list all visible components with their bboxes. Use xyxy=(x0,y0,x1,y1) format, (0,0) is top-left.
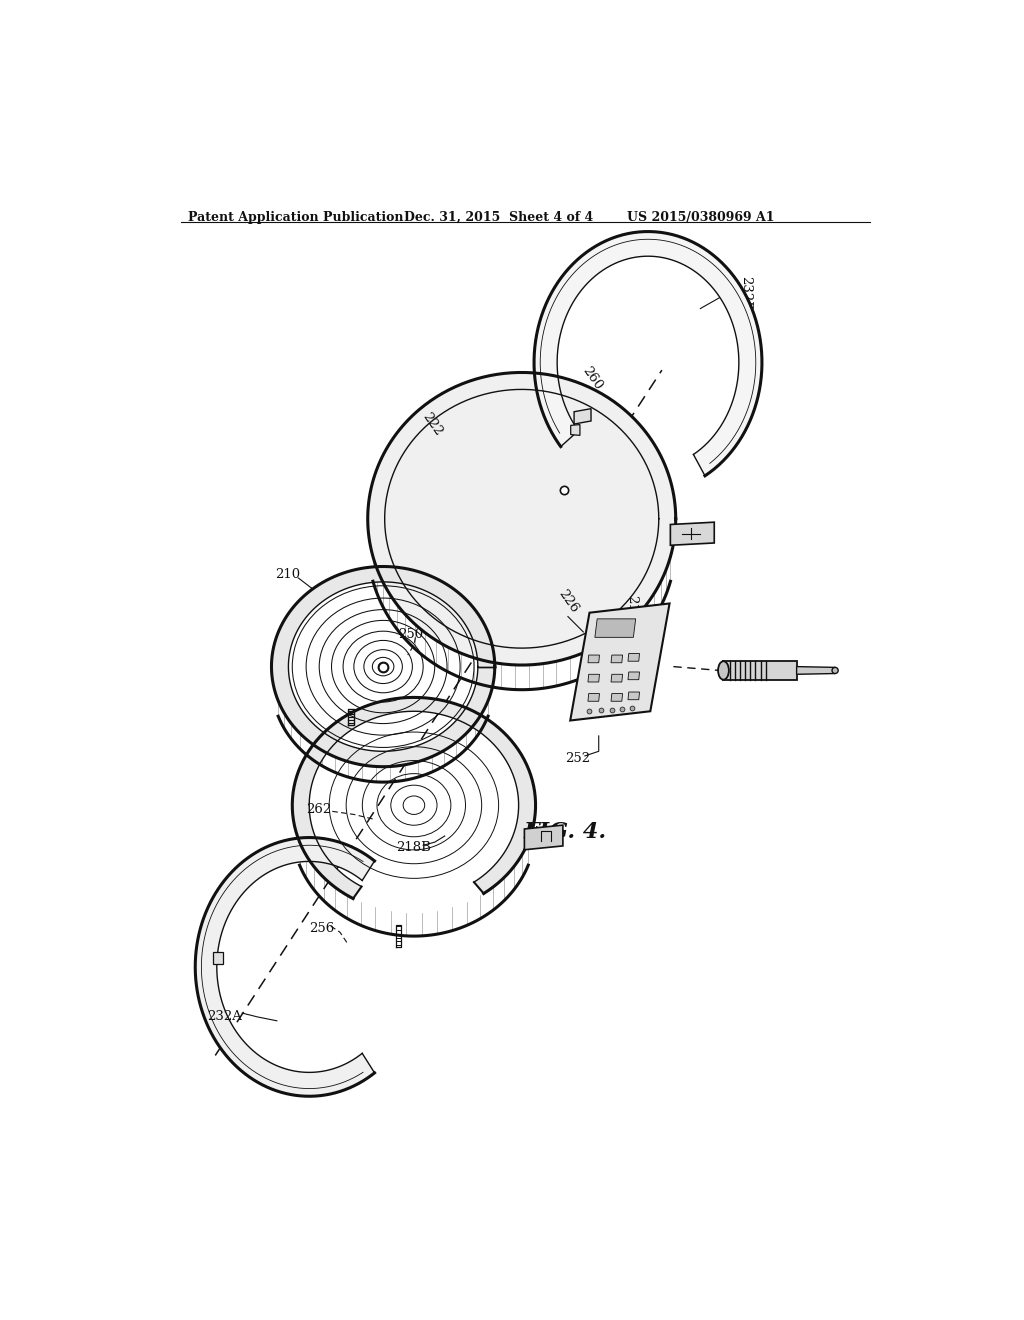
Polygon shape xyxy=(588,693,599,701)
Text: Patent Application Publication: Patent Application Publication xyxy=(188,211,403,224)
Text: 218B: 218B xyxy=(396,841,431,854)
Polygon shape xyxy=(292,697,536,899)
Polygon shape xyxy=(271,566,495,767)
Ellipse shape xyxy=(718,661,729,680)
Polygon shape xyxy=(797,667,836,675)
Polygon shape xyxy=(524,825,563,850)
Text: 232A: 232A xyxy=(208,1010,243,1023)
Polygon shape xyxy=(611,693,623,701)
Polygon shape xyxy=(535,231,762,475)
Polygon shape xyxy=(588,655,599,663)
Text: Dec. 31, 2015  Sheet 4 of 4: Dec. 31, 2015 Sheet 4 of 4 xyxy=(403,211,593,224)
Text: 250: 250 xyxy=(398,628,424,640)
Text: 222: 222 xyxy=(419,411,444,438)
Polygon shape xyxy=(611,655,623,663)
Text: 218A: 218A xyxy=(625,595,638,630)
Polygon shape xyxy=(570,425,580,436)
Polygon shape xyxy=(611,675,623,682)
Text: 260: 260 xyxy=(580,364,604,392)
Polygon shape xyxy=(628,692,640,700)
Text: 256: 256 xyxy=(309,921,335,935)
Polygon shape xyxy=(595,619,636,638)
Polygon shape xyxy=(724,661,797,680)
Polygon shape xyxy=(570,603,670,721)
Polygon shape xyxy=(671,523,715,545)
Text: 232B: 232B xyxy=(739,276,752,310)
Polygon shape xyxy=(628,672,640,680)
Text: 252: 252 xyxy=(565,752,591,766)
Polygon shape xyxy=(213,952,223,964)
Ellipse shape xyxy=(833,668,839,673)
Polygon shape xyxy=(196,838,375,1096)
Polygon shape xyxy=(628,653,640,661)
Polygon shape xyxy=(574,409,591,424)
Text: 210: 210 xyxy=(275,568,300,581)
Polygon shape xyxy=(588,675,599,682)
Text: US 2015/0380969 A1: US 2015/0380969 A1 xyxy=(628,211,775,224)
Text: 262: 262 xyxy=(306,803,332,816)
Text: FIG. 4.: FIG. 4. xyxy=(523,821,606,843)
Ellipse shape xyxy=(368,372,676,665)
Text: 226: 226 xyxy=(556,587,581,615)
